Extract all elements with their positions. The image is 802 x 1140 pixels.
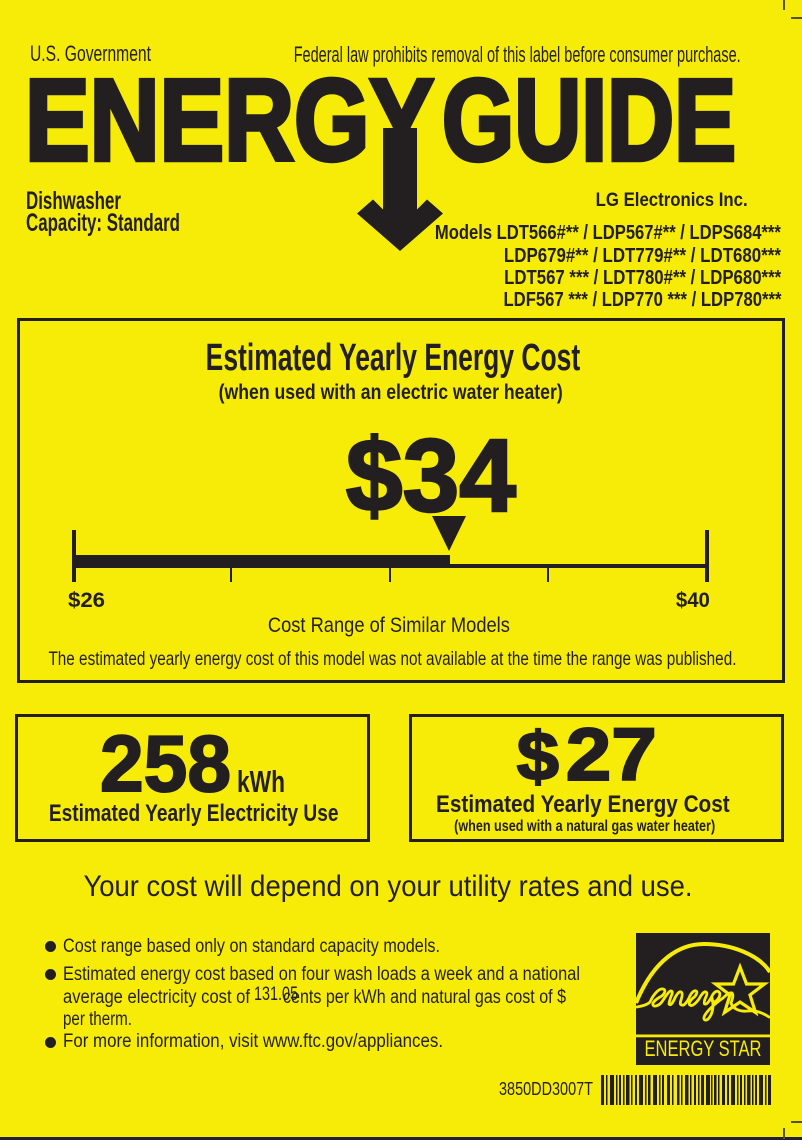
svg-text:ENERGY STAR: ENERGY STAR xyxy=(645,1036,762,1061)
